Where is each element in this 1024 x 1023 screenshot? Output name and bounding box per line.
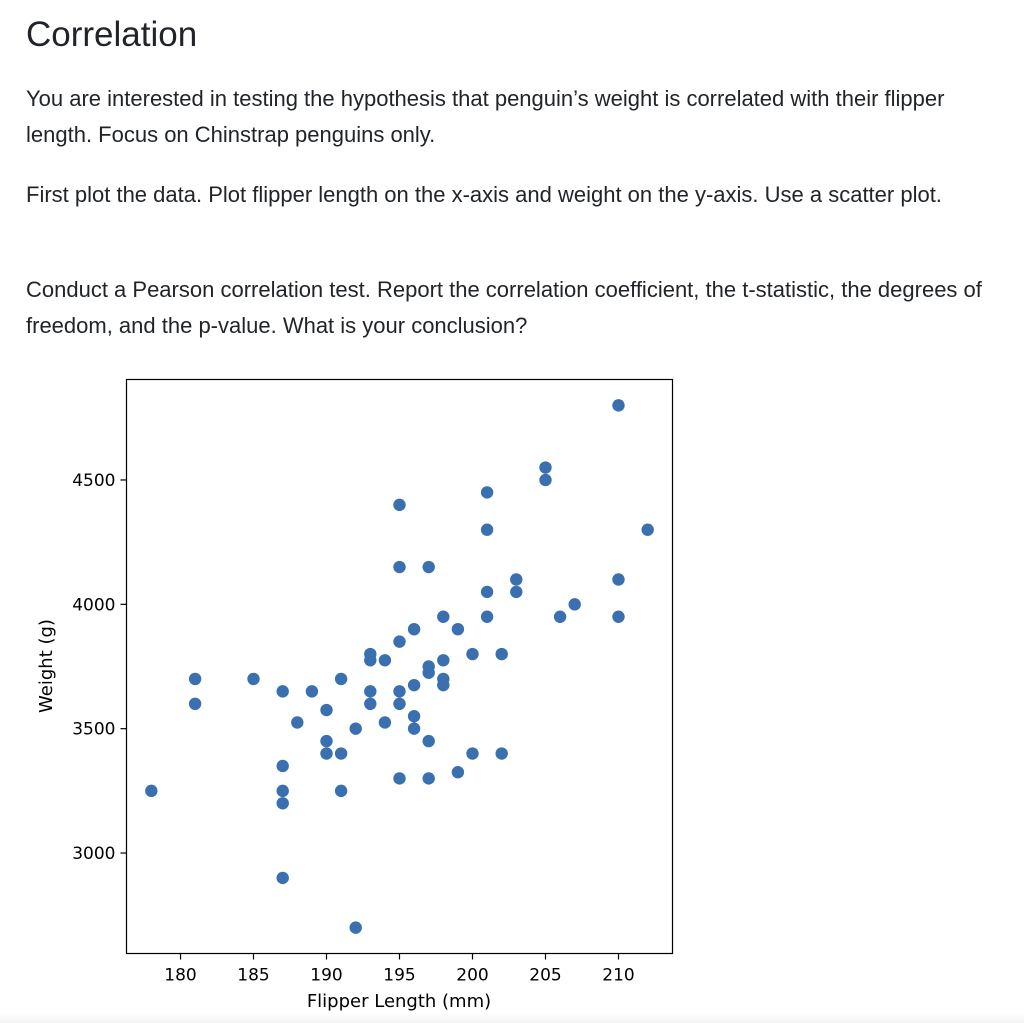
scatter-point <box>612 610 625 623</box>
scatter-point <box>188 697 202 711</box>
scatter-point <box>393 772 406 785</box>
scatter-point <box>378 654 392 667</box>
scatter-point <box>276 759 289 773</box>
scatter-point <box>466 647 479 661</box>
y-tick-label: 4500 <box>72 471 115 491</box>
x-tick-label: 180 <box>164 966 196 986</box>
scatter-points <box>145 399 654 934</box>
scatter-point <box>393 685 406 698</box>
scatter-point <box>276 685 289 698</box>
x-tick-label: 190 <box>310 966 342 986</box>
scatter-point <box>305 685 319 698</box>
scatter-point <box>451 765 465 779</box>
notebook-markdown-cell: Correlation You are interested in testin… <box>26 0 996 338</box>
x-axis-ticks: 180 185 190 195 200 205 210 <box>164 953 635 986</box>
scatter-point <box>393 560 406 574</box>
x-tick-label: 185 <box>237 966 269 986</box>
scatter-point <box>539 473 552 487</box>
scatter-point <box>422 560 435 574</box>
scatter-point <box>422 660 435 673</box>
scatter-point <box>364 697 377 711</box>
plot-area-frame <box>125 378 674 955</box>
scatter-point <box>451 622 465 636</box>
scatter-point <box>407 622 421 636</box>
scatter-point <box>422 772 435 785</box>
scatter-point <box>407 722 421 735</box>
scatter-point <box>437 678 450 692</box>
scatter-point <box>393 498 406 512</box>
scatter-point <box>393 635 406 648</box>
scatter-point <box>334 672 348 686</box>
scatter-point <box>480 486 494 499</box>
y-axis-ticks: 3000 3500 4000 4500 <box>72 471 127 864</box>
scatter-point <box>378 716 392 729</box>
scatter-point <box>510 585 523 599</box>
paragraph-plot-instructions: First plot the data. Plot flipper length… <box>26 182 942 207</box>
x-tick-label: 205 <box>529 966 561 986</box>
scatter-point <box>145 784 158 798</box>
scatter-point <box>349 722 362 735</box>
y-tick-label: 3000 <box>72 844 115 864</box>
scatter-point <box>334 784 348 798</box>
scatter-point <box>437 610 450 623</box>
scatter-point <box>641 523 654 536</box>
scatter-point <box>276 871 289 885</box>
x-tick-label: 210 <box>602 966 634 986</box>
scatter-point <box>334 747 348 760</box>
scatter-point <box>320 734 333 748</box>
scatter-point <box>437 654 450 667</box>
scatter-point <box>247 672 260 686</box>
scatter-point <box>495 747 508 760</box>
scatter-point <box>320 747 333 760</box>
paragraph-hypothesis: You are interested in testing the hypoth… <box>26 86 945 147</box>
scatter-point <box>407 710 421 723</box>
bottom-edge-shadow <box>0 1013 1024 1023</box>
scatter-point <box>553 610 567 623</box>
x-axis-label: Flipper Length (mm) <box>307 991 491 1012</box>
page-title: Correlation <box>26 15 198 54</box>
scatter-point <box>320 703 333 717</box>
scatter-point <box>437 672 450 686</box>
scatter-point <box>539 461 552 474</box>
scatter-point <box>422 734 435 748</box>
scatter-point <box>480 523 494 536</box>
y-tick-label: 3500 <box>72 720 115 740</box>
scatter-point <box>612 573 625 586</box>
scatter-point <box>188 672 202 686</box>
scatter-point <box>364 685 377 698</box>
x-tick-label: 195 <box>383 966 415 986</box>
scatter-point <box>393 697 406 711</box>
scatter-point <box>495 647 508 661</box>
scatter-point <box>291 716 304 729</box>
x-tick-label: 200 <box>456 966 488 986</box>
scatter-point <box>568 598 581 611</box>
scatter-point <box>276 797 289 810</box>
scatter-point <box>407 678 421 692</box>
paragraph-test-instructions: Conduct a Pearson correlation test. Repo… <box>26 277 982 338</box>
scatter-point <box>466 747 479 760</box>
scatter-point <box>364 654 377 667</box>
scatter-point <box>422 666 435 679</box>
scatter-point <box>276 784 289 798</box>
scatter-point <box>480 610 494 623</box>
y-tick-label: 4000 <box>72 595 115 615</box>
scatter-point <box>364 647 377 661</box>
scatter-point <box>480 585 494 599</box>
scatter-point <box>612 399 625 412</box>
scatter-point <box>349 921 362 934</box>
y-axis-label: Weight (g) <box>36 619 57 713</box>
scatter-point <box>510 573 523 586</box>
